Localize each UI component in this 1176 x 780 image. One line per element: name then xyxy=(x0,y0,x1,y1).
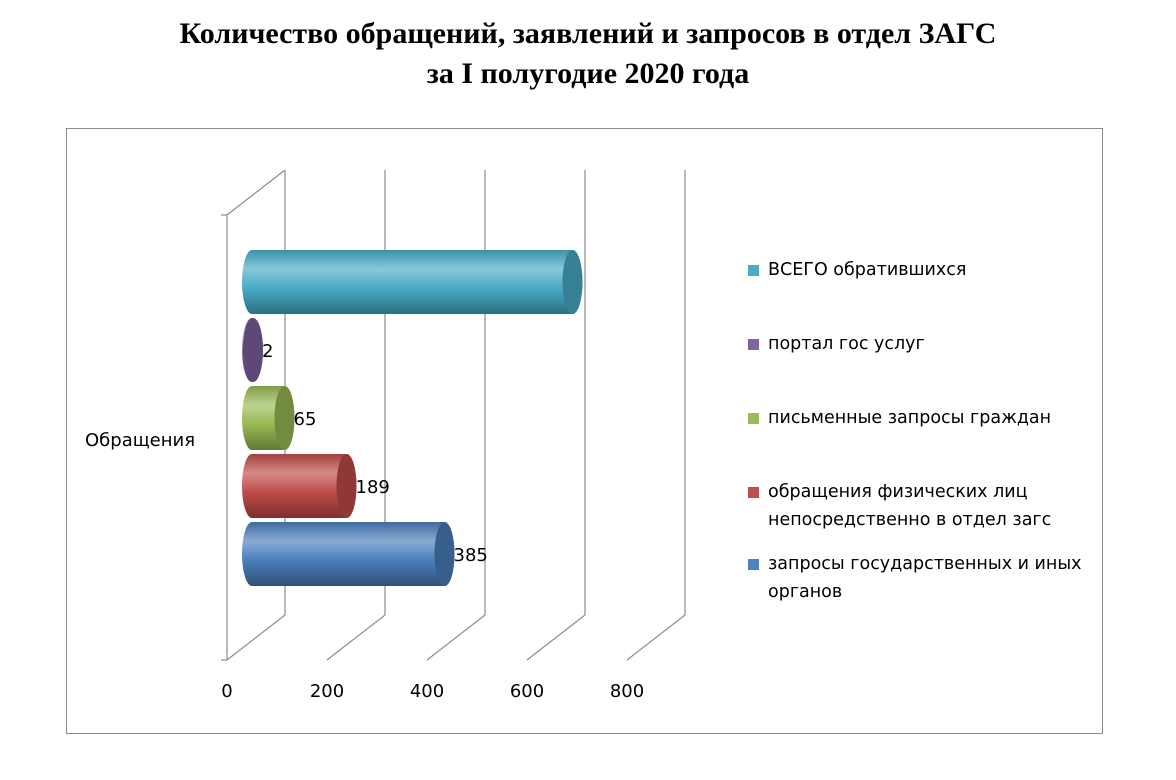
bar xyxy=(242,318,263,382)
chart-title-line1: Количество обращений, заявлений и запрос… xyxy=(179,17,997,50)
data-label: 385 xyxy=(454,545,488,566)
bar-end-cap xyxy=(434,522,455,586)
bar-end-cap xyxy=(274,386,295,450)
legend-swatch-state-requests xyxy=(748,559,759,570)
chart-title-line2: за I полугодие 2020 года xyxy=(426,57,750,90)
bar-end-cap xyxy=(562,250,583,314)
data-label: 2 xyxy=(262,341,273,362)
data-label: 65 xyxy=(294,409,317,430)
bar-end-cap xyxy=(243,318,263,382)
gridline-floor xyxy=(526,614,586,661)
legend-label-total: ВСЕГО обратившихся xyxy=(768,260,967,280)
bar-body xyxy=(242,250,583,314)
bar xyxy=(242,386,295,450)
gridline-floor xyxy=(426,614,486,661)
bar xyxy=(242,522,455,586)
gridline-floor xyxy=(226,614,286,661)
legend-label-state-requests: запросы государственных и иных органов xyxy=(768,554,1082,602)
legend-swatch-written-requests xyxy=(748,413,759,424)
gridline-floor xyxy=(626,614,686,661)
bar-body xyxy=(242,522,455,586)
gridline-floor xyxy=(326,614,386,661)
x-tick-label: 800 xyxy=(610,681,644,702)
legend-swatch-gosuslugi xyxy=(748,339,759,350)
legend-label-gosuslugi: портал гос услуг xyxy=(768,334,925,354)
x-tick-label: 200 xyxy=(310,681,344,702)
x-tick-label: 400 xyxy=(410,681,444,702)
bar-layer xyxy=(242,250,583,586)
bar xyxy=(242,250,583,314)
bar-body xyxy=(242,454,357,518)
legend-swatch-individuals xyxy=(748,487,759,498)
legend-label-written-requests: письменные запросы граждан xyxy=(768,408,1052,428)
bar-end-cap xyxy=(336,454,357,518)
legend-label-individuals: обращения физических лиц непосредственно… xyxy=(768,482,1052,530)
label-layer: 0 200 400 600 800 Обращения 385 189 65 2 xyxy=(85,341,644,702)
x-tick-label: 0 xyxy=(221,681,232,702)
legend-swatch-total xyxy=(748,265,759,276)
chart-title: Количество обращений, заявлений и запрос… xyxy=(0,14,1176,94)
data-label: 189 xyxy=(356,477,390,498)
bar xyxy=(242,454,357,518)
category-label: Обращения xyxy=(85,430,195,451)
y-axis-top-diagonal xyxy=(226,169,286,216)
x-tick-label: 600 xyxy=(510,681,544,702)
